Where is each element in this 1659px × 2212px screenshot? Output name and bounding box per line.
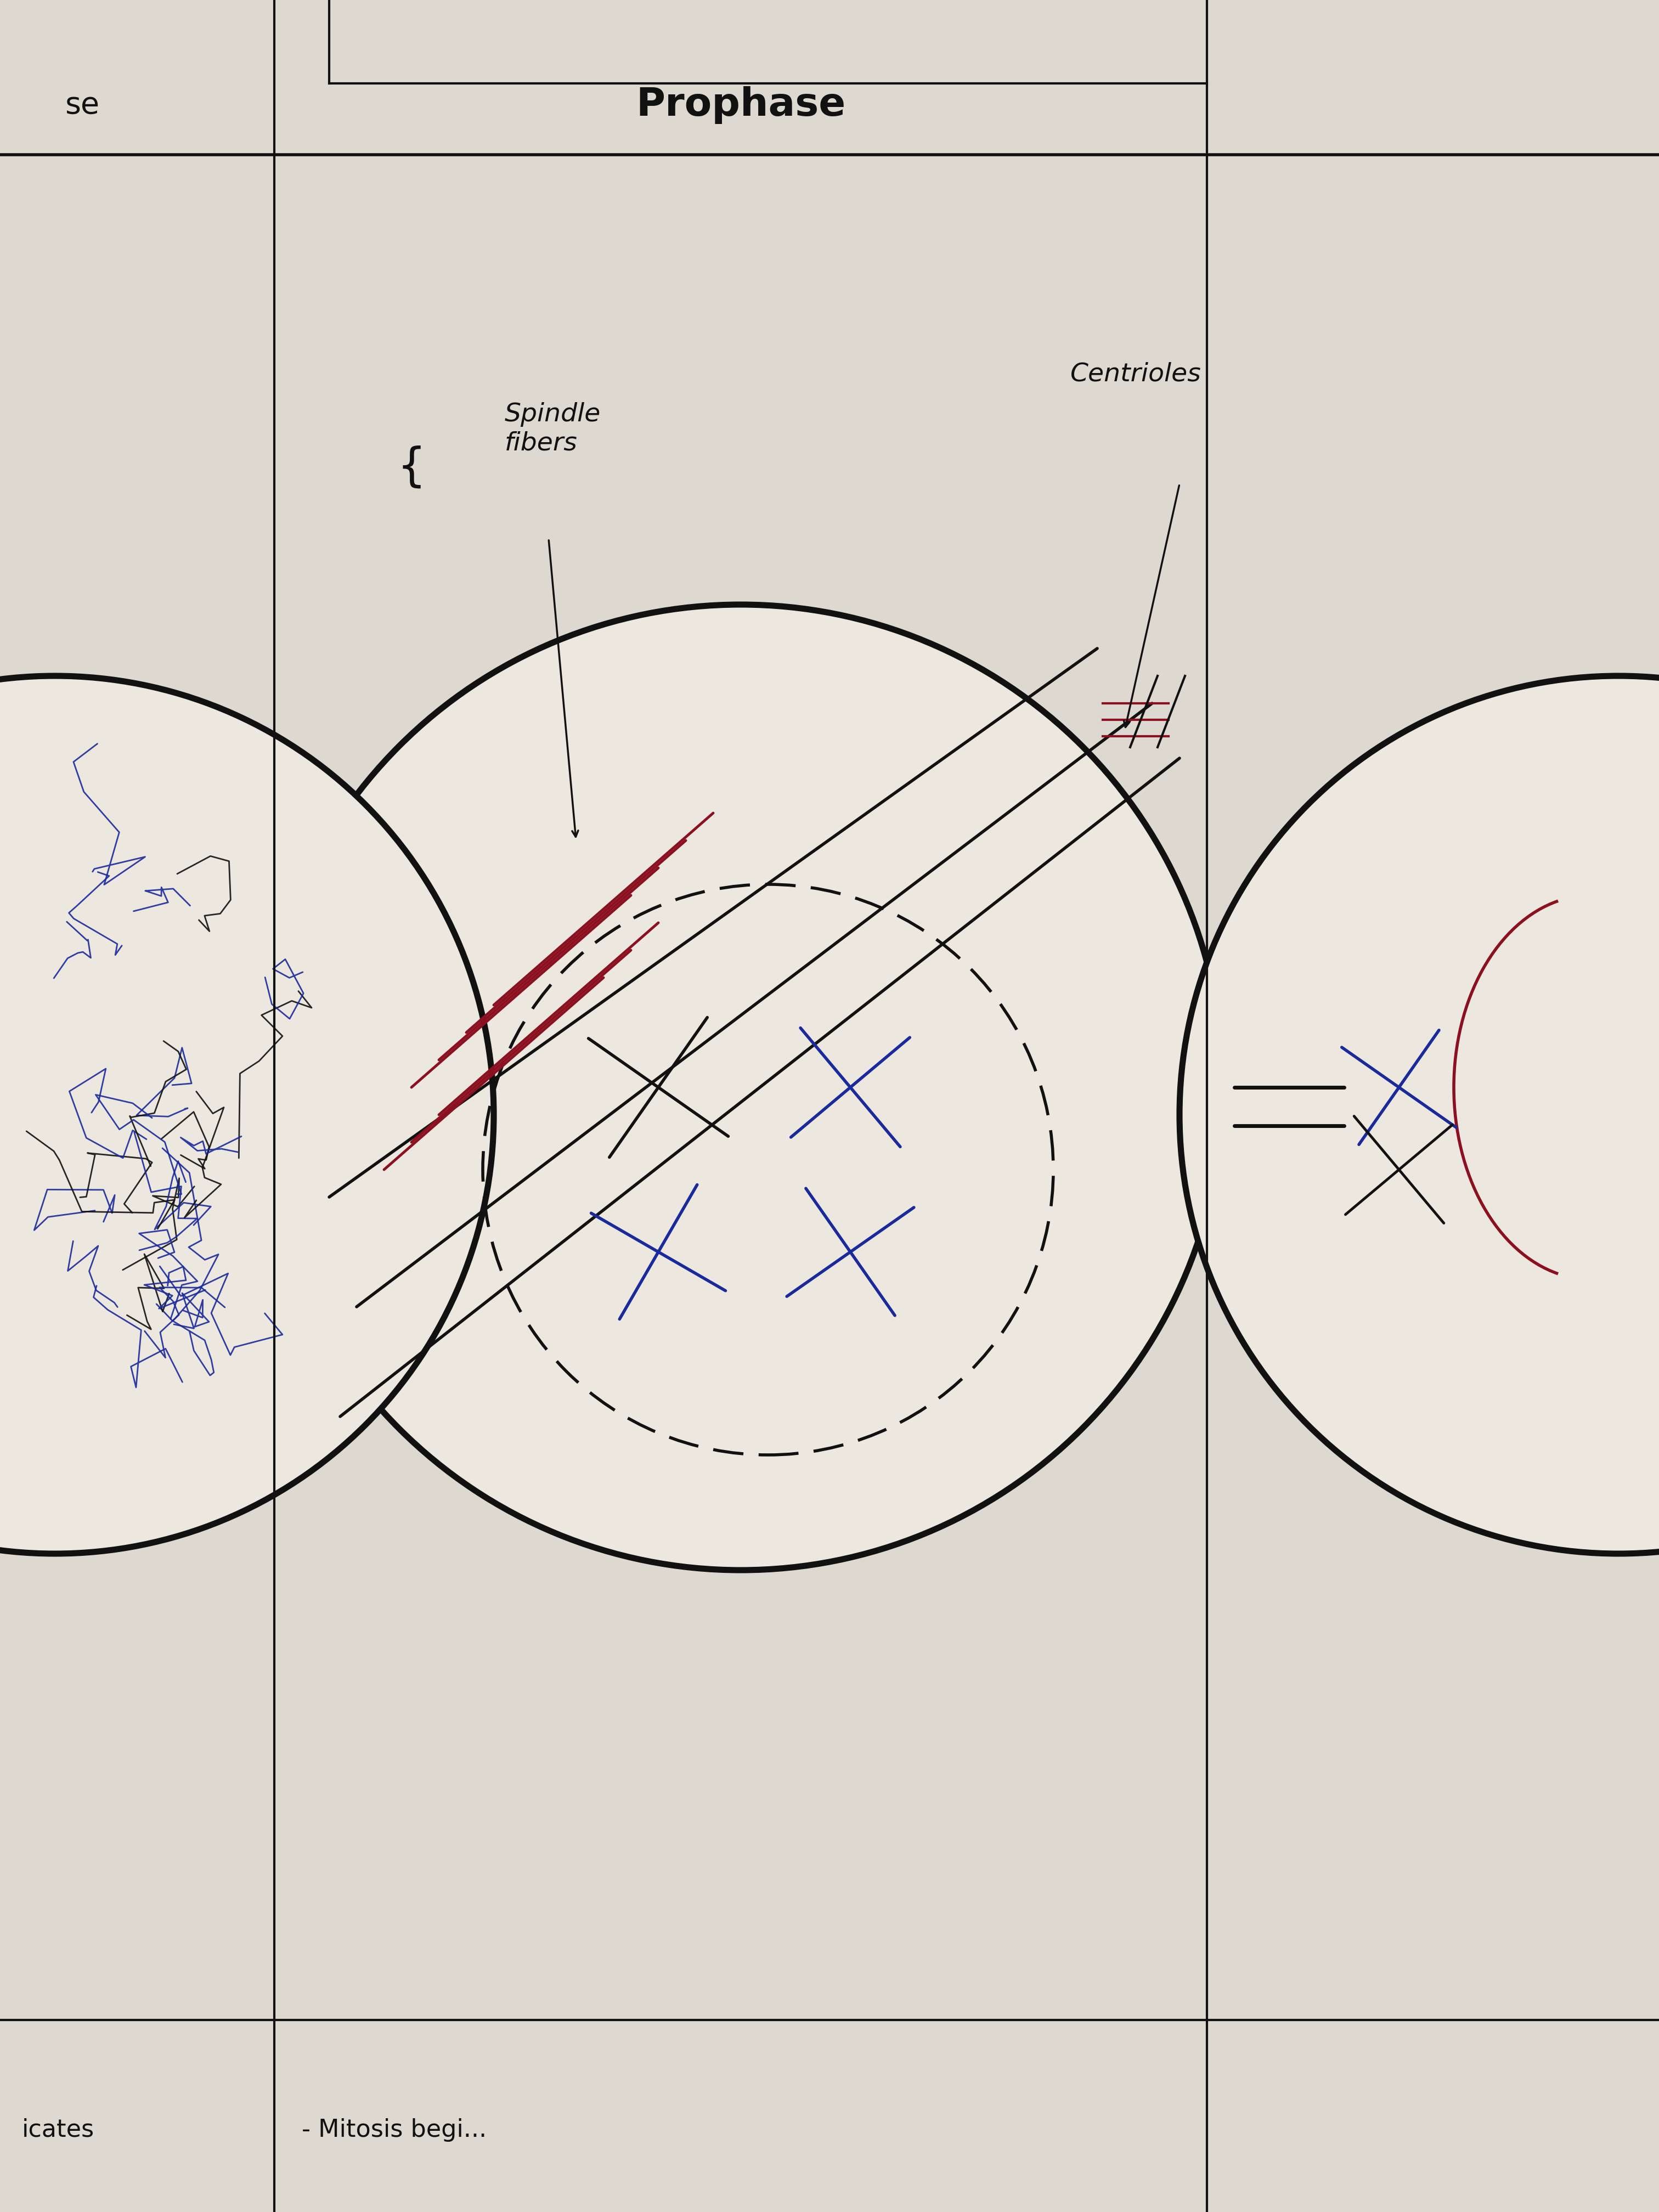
Text: Spindle
fibers: Spindle fibers (504, 403, 601, 456)
Circle shape (1180, 677, 1659, 1553)
Text: - Mitosis begi...: - Mitosis begi... (302, 2117, 486, 2141)
Text: icates: icates (22, 2117, 95, 2141)
Circle shape (0, 677, 494, 1553)
Circle shape (257, 604, 1223, 1571)
Text: se: se (65, 91, 100, 119)
Text: Centrioles: Centrioles (1070, 363, 1201, 387)
Text: {: { (397, 445, 426, 489)
Text: Prophase: Prophase (635, 86, 846, 124)
